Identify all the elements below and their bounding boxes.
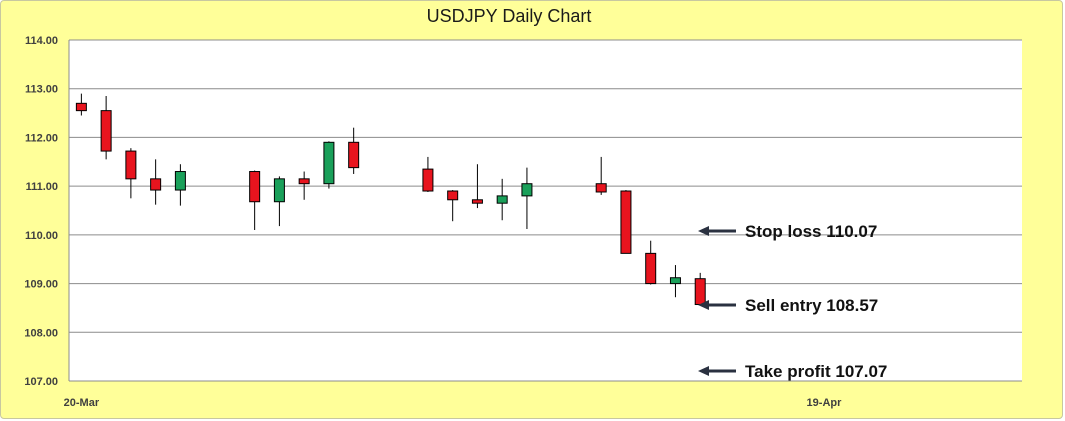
candle-body	[620, 190, 632, 254]
candle-body	[75, 102, 87, 112]
y-tick-label: 112.00	[25, 132, 58, 144]
candle-body	[521, 183, 533, 197]
y-tick-label: 114.00	[25, 35, 58, 47]
annotation-label: Stop loss 110.07	[745, 222, 877, 241]
candle-30-Mar	[323, 141, 335, 189]
annotation-0: Stop loss 110.07	[698, 222, 877, 241]
annotation-2: Take profit 107.07	[698, 362, 887, 381]
candle-body	[496, 195, 508, 204]
annotation-arrow-head	[698, 300, 709, 310]
candle-24-Mar	[174, 164, 186, 206]
candle-body	[422, 168, 434, 192]
y-tick-label: 111.00	[26, 181, 58, 193]
y-tick-label: 108.00	[24, 327, 58, 339]
x-tick-label: 20-Mar	[64, 397, 100, 409]
annotations: Stop loss 110.07 Sell entry 108.57 Take pr…	[698, 222, 887, 381]
y-tick-label: 113.00	[25, 84, 58, 96]
candle-28-Mar	[273, 176, 285, 227]
candle-6-Apr	[496, 178, 508, 221]
candles	[75, 93, 706, 306]
candle-21-Mar	[100, 96, 112, 160]
candle-10-Apr	[595, 156, 607, 195]
y-axis-tick-labels: 107.00 108.00 109.00 110.00 111.00 112.00 113.…	[24, 35, 58, 388]
candle-body	[150, 178, 162, 191]
annotation-label: Sell entry 108.57	[745, 296, 878, 315]
candle-body	[348, 141, 360, 169]
candle-12-Apr	[645, 240, 657, 285]
candle-body	[694, 278, 706, 306]
candle-4-Apr	[447, 190, 459, 222]
candle-body	[273, 178, 285, 203]
annotation-1: Sell entry 108.57	[698, 296, 878, 315]
x-axis-tick-labels: 20-Mar 19-Apr	[64, 397, 842, 409]
y-tick-label: 107.00	[24, 376, 58, 388]
candle-body	[125, 150, 137, 180]
candle-5-Apr	[471, 164, 483, 209]
candle-13-Apr	[669, 265, 681, 298]
candle-body	[174, 171, 186, 191]
y-tick-label: 109.00	[24, 279, 58, 291]
candle-body	[595, 183, 607, 193]
candle-20-Mar	[75, 93, 87, 116]
candle-23-Mar	[150, 159, 162, 205]
candle-31-Mar	[348, 127, 360, 174]
candle-body	[100, 110, 112, 152]
candle-body	[249, 171, 261, 203]
candle-7-Apr	[521, 167, 533, 230]
candle-29-Mar	[298, 171, 310, 200]
annotation-label: Take profit 107.07	[745, 362, 887, 381]
candle-body	[669, 277, 681, 285]
x-tick-label: 19-Apr	[807, 397, 843, 409]
annotation-arrow-head	[698, 226, 709, 236]
gridlines	[68, 39, 1022, 382]
candle-22-Mar	[125, 148, 137, 199]
candle-body	[323, 141, 335, 185]
candle-11-Apr	[620, 190, 632, 254]
candle-3-Apr	[422, 156, 434, 192]
annotation-arrow-head	[698, 366, 709, 376]
candle-body	[471, 199, 483, 204]
chart-title: USDJPY Daily Chart	[427, 6, 592, 26]
candle-body	[645, 252, 657, 285]
candle-27-Mar	[249, 170, 261, 230]
y-tick-label: 110.00	[25, 230, 58, 242]
candle-body	[298, 178, 310, 185]
candle-body	[447, 190, 459, 201]
plot-area	[69, 40, 1022, 381]
